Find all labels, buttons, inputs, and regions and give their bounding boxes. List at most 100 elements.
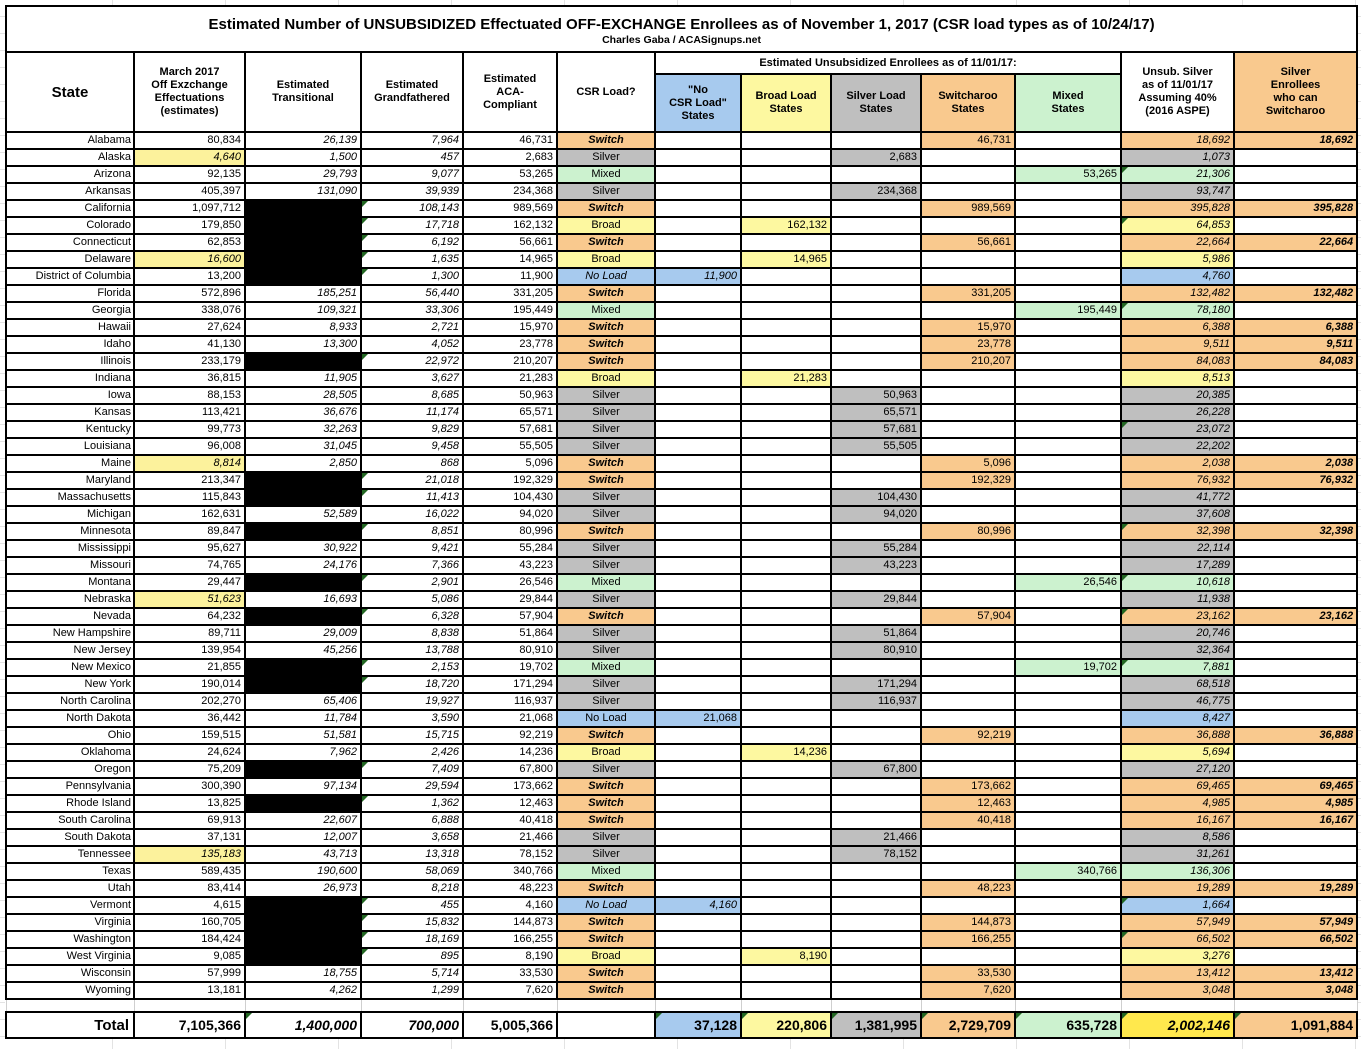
cell-load-broad[interactable] [740, 454, 832, 473]
cell-load-silver[interactable]: 234,368 [830, 182, 922, 201]
cell-load-mixed[interactable] [1014, 318, 1122, 337]
cell-load-silver[interactable] [830, 267, 922, 286]
cell-csr-load-type[interactable]: No Load [556, 896, 656, 915]
cell-load-noload[interactable] [654, 182, 742, 201]
cell-load-broad[interactable] [740, 692, 832, 711]
cell-aca-compliant[interactable]: 234,368 [462, 182, 558, 201]
cell-march-effectuations[interactable]: 1,097,712 [133, 199, 246, 218]
cell-transitional-redacted[interactable] [244, 947, 362, 966]
cell-aca-compliant[interactable]: 104,430 [462, 488, 558, 507]
cell-load-broad[interactable] [740, 658, 832, 677]
cell-load-noload[interactable] [654, 794, 742, 813]
cell-march-effectuations[interactable]: 202,270 [133, 692, 246, 711]
cell-aca-compliant[interactable]: 92,219 [462, 726, 558, 745]
cell-load-switch[interactable] [920, 386, 1016, 405]
cell-load-switch[interactable]: 40,418 [920, 811, 1016, 830]
cell-march-effectuations[interactable]: 51,623 [133, 590, 246, 609]
cell-load-switch[interactable] [920, 675, 1016, 694]
cell-load-switch[interactable]: 166,255 [920, 930, 1016, 949]
cell-aca-compliant[interactable]: 210,207 [462, 352, 558, 371]
cell-march-effectuations[interactable]: 62,853 [133, 233, 246, 252]
cell-load-mixed[interactable] [1014, 182, 1122, 201]
cell-grandfathered[interactable]: 7,964 [360, 131, 464, 150]
cell-grandfathered[interactable]: 16,022 [360, 505, 464, 524]
cell-load-switch[interactable] [920, 862, 1016, 881]
cell-grandfathered[interactable]: 2,153 [360, 658, 464, 677]
cell-grandfathered[interactable]: 6,888 [360, 811, 464, 830]
cell-csr-load-type[interactable]: Switch [556, 811, 656, 830]
spacer-cell[interactable] [1120, 999, 1235, 1012]
cell-transitional[interactable]: 11,905 [244, 369, 362, 388]
cell-switcharoo-silver[interactable] [1232, 692, 1359, 711]
cell-load-switch[interactable]: 57,904 [920, 607, 1016, 626]
cell-grandfathered[interactable]: 1,362 [360, 794, 464, 813]
cell-march-effectuations[interactable]: 8,814 [133, 454, 246, 473]
cell-load-switch[interactable] [920, 556, 1016, 575]
cell-load-noload[interactable]: 4,160 [654, 896, 742, 915]
cell-transitional[interactable]: 12,007 [244, 828, 362, 847]
cell-load-silver[interactable]: 116,937 [830, 692, 922, 711]
cell-csr-load-type[interactable]: Silver [556, 641, 656, 660]
cell-switcharoo-silver[interactable]: 9,511 [1232, 335, 1359, 354]
cell-transitional[interactable]: 185,251 [244, 284, 362, 303]
cell-load-silver[interactable] [830, 777, 922, 796]
cell-csr-load-type[interactable]: Silver [556, 624, 656, 643]
cell-load-broad[interactable] [740, 148, 832, 167]
cell-load-switch[interactable]: 92,219 [920, 726, 1016, 745]
cell-grandfathered[interactable]: 17,718 [360, 216, 464, 235]
cell-march-effectuations[interactable]: 115,843 [133, 488, 246, 507]
cell-march-effectuations[interactable]: 213,347 [133, 471, 246, 490]
cell-state[interactable]: Hawaii [5, 318, 135, 337]
cell-load-silver[interactable] [830, 352, 922, 371]
spacer-cell[interactable] [5, 999, 135, 1012]
cell-transitional[interactable]: 131,090 [244, 182, 362, 201]
cell-load-switch[interactable] [920, 505, 1016, 524]
cell-load-mixed[interactable] [1014, 964, 1122, 983]
cell-state[interactable]: Wisconsin [5, 964, 135, 983]
cell-march-effectuations[interactable]: 589,435 [133, 862, 246, 881]
cell-load-switch[interactable]: 15,970 [920, 318, 1016, 337]
col-header-csr-load[interactable]: CSR Load? [556, 51, 656, 133]
cell-load-noload[interactable] [654, 692, 742, 711]
cell-unsub-silver[interactable]: 8,427 [1120, 709, 1235, 728]
spacer-cell[interactable] [1014, 999, 1122, 1012]
cell-state[interactable]: New Hampshire [5, 624, 135, 643]
cell-transitional[interactable]: 22,607 [244, 811, 362, 830]
cell-csr-load-type[interactable]: Mixed [556, 573, 656, 592]
spacer-cell[interactable] [556, 999, 656, 1012]
cell-state[interactable]: Florida [5, 284, 135, 303]
cell-load-broad[interactable] [740, 709, 832, 728]
cell-march-effectuations[interactable]: 179,850 [133, 216, 246, 235]
spacer-cell[interactable] [133, 999, 246, 1012]
cell-grandfathered[interactable]: 6,192 [360, 233, 464, 252]
cell-march-effectuations[interactable]: 83,414 [133, 879, 246, 898]
cell-grandfathered[interactable]: 29,594 [360, 777, 464, 796]
cell-unsub-silver[interactable]: 36,888 [1120, 726, 1235, 745]
col-header-broad-load-states[interactable]: Broad Load States [740, 73, 832, 133]
cell-csr-load-type[interactable]: Broad [556, 947, 656, 966]
cell-unsub-silver[interactable]: 23,072 [1120, 420, 1235, 439]
cell-grandfathered[interactable]: 455 [360, 896, 464, 915]
cell-march-effectuations[interactable]: 162,631 [133, 505, 246, 524]
cell-aca-compliant[interactable]: 21,283 [462, 369, 558, 388]
cell-load-noload[interactable] [654, 369, 742, 388]
cell-load-switch[interactable]: 12,463 [920, 794, 1016, 813]
cell-load-mixed[interactable] [1014, 505, 1122, 524]
cell-load-switch[interactable] [920, 182, 1016, 201]
cell-switcharoo-silver[interactable] [1232, 216, 1359, 235]
cell-unsub-silver[interactable]: 3,276 [1120, 947, 1235, 966]
cell-aca-compliant[interactable]: 23,778 [462, 335, 558, 354]
cell-load-broad[interactable] [740, 896, 832, 915]
cell-load-silver[interactable] [830, 522, 922, 541]
cell-switcharoo-silver[interactable] [1232, 165, 1359, 184]
cell-switcharoo-silver[interactable] [1232, 539, 1359, 558]
cell-transitional[interactable]: 4,262 [244, 981, 362, 1000]
cell-state[interactable]: Utah [5, 879, 135, 898]
cell-aca-compliant[interactable]: 144,873 [462, 913, 558, 932]
cell-load-mixed[interactable] [1014, 403, 1122, 422]
cell-unsub-silver[interactable]: 1,073 [1120, 148, 1235, 167]
spacer-cell[interactable] [920, 999, 1016, 1012]
cell-state[interactable]: Delaware [5, 250, 135, 269]
cell-load-mixed[interactable] [1014, 556, 1122, 575]
cell-load-mixed[interactable] [1014, 641, 1122, 660]
